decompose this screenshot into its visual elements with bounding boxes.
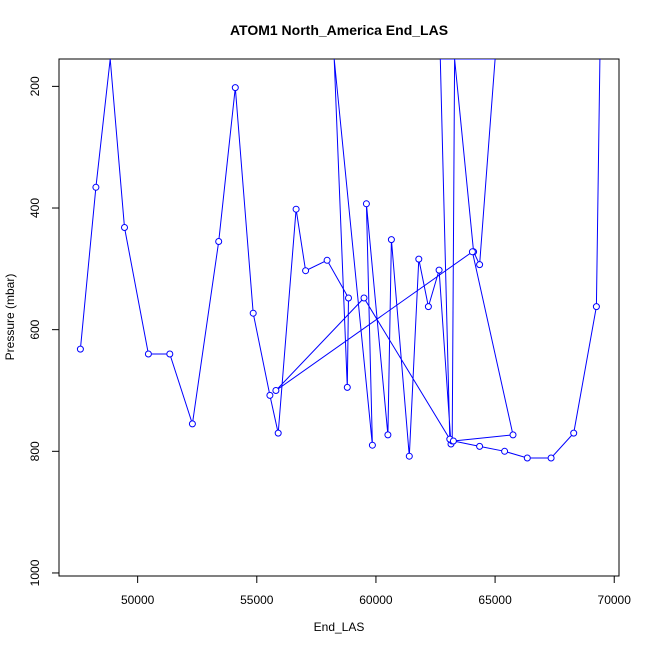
data-point (292, 205, 300, 213)
data-point (266, 391, 274, 399)
data-point (121, 224, 128, 231)
data-point (468, 248, 476, 256)
data-point (476, 261, 484, 269)
data-point (302, 267, 310, 275)
data-point (249, 309, 257, 317)
data-point (476, 442, 484, 450)
data-point (387, 236, 395, 244)
y-tick-label: 800 (28, 441, 42, 461)
x-tick-label: 70000 (598, 593, 632, 607)
data-point (215, 238, 223, 245)
x-axis-label: End_LAS (314, 620, 365, 634)
data-point (449, 437, 457, 445)
x-tick-label: 65000 (478, 593, 512, 607)
data-point (415, 255, 423, 263)
data-point (501, 447, 509, 455)
data-point (323, 256, 331, 264)
y-tick-label: 1000 (28, 559, 42, 586)
x-tick-label: 60000 (359, 593, 393, 607)
y-axis: 200 400 600 800 1000 (28, 76, 59, 586)
data-point (360, 294, 368, 302)
data-point (592, 303, 600, 311)
data-point (547, 454, 555, 462)
data-point (76, 345, 84, 353)
data-point (231, 84, 239, 92)
series-line (79, 59, 601, 459)
series (76, 59, 601, 462)
data-point (509, 431, 517, 439)
data-point (188, 420, 196, 428)
data-point (435, 266, 443, 274)
plot-frame (58, 58, 620, 577)
plot-area (76, 59, 601, 462)
y-tick-label: 200 (28, 76, 42, 96)
data-point (274, 429, 282, 437)
data-point (405, 452, 413, 460)
y-tick-label: 600 (28, 319, 42, 339)
data-point (570, 429, 578, 437)
data-point (343, 383, 351, 391)
chart-title: ATOM1 North_America End_LAS (230, 22, 448, 38)
data-point (362, 200, 370, 208)
data-point (424, 303, 432, 311)
x-tick-label: 50000 (121, 593, 155, 607)
data-point (345, 294, 352, 302)
data-point (368, 441, 376, 449)
data-point (523, 454, 531, 462)
data-point (144, 350, 152, 358)
y-axis-label: Pressure (mbar) (3, 274, 17, 361)
data-point (166, 350, 174, 358)
data-point (272, 387, 280, 394)
x-tick-label: 55000 (240, 593, 274, 607)
x-axis: 50000 55000 60000 65000 70000 (121, 576, 631, 607)
data-point (92, 183, 100, 191)
data-point (384, 431, 392, 439)
y-tick-label: 400 (28, 198, 42, 218)
